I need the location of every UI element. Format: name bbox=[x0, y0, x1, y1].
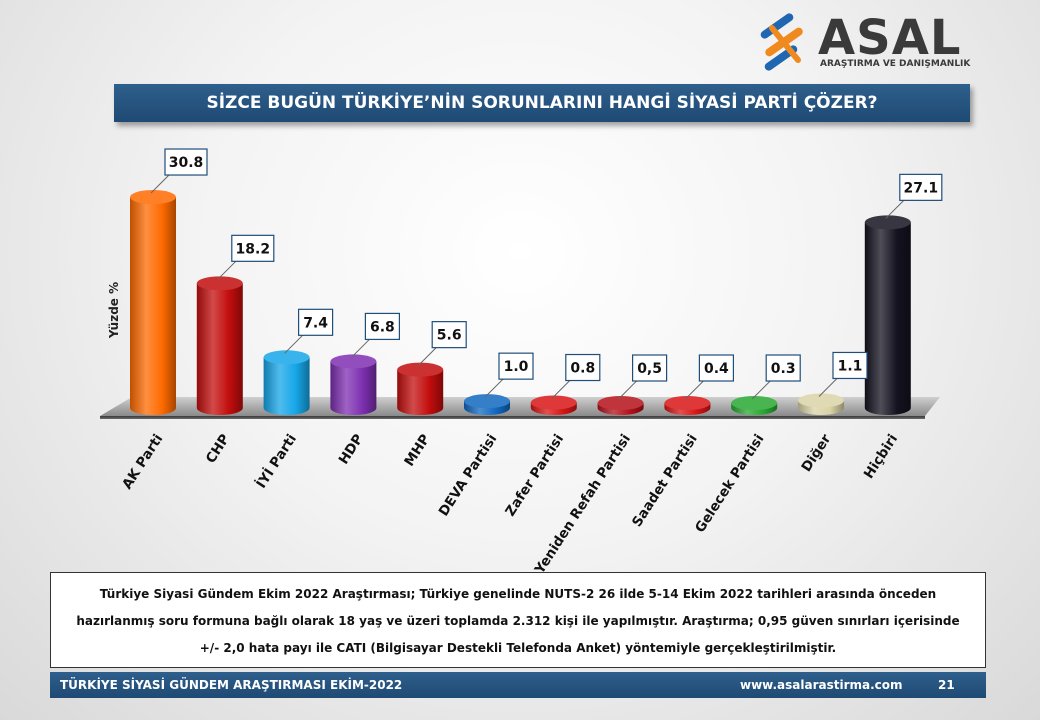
bar bbox=[464, 394, 510, 415]
data-label: 0.8 bbox=[551, 353, 601, 399]
bar bbox=[196, 276, 243, 416]
svg-text:18.2: 18.2 bbox=[236, 241, 271, 257]
bar bbox=[798, 393, 844, 415]
brand-name: ASAL bbox=[818, 10, 962, 66]
svg-text:27.1: 27.1 bbox=[904, 180, 939, 196]
methodology-note: Türkiye Siyasi Gündem Ekim 2022 Araştırm… bbox=[50, 572, 986, 668]
chart-floor bbox=[100, 397, 940, 419]
x-tick-label: Zafer Partisi bbox=[502, 431, 567, 519]
data-label: 27.1 bbox=[885, 173, 943, 219]
svg-text:0,5: 0,5 bbox=[637, 361, 662, 377]
bar bbox=[597, 396, 644, 416]
bar bbox=[330, 354, 377, 416]
data-label: 0,5 bbox=[618, 354, 668, 400]
x-tick-label: MHP bbox=[401, 431, 433, 469]
svg-text:1.0: 1.0 bbox=[504, 359, 529, 375]
bar-chart: 30.818.27.4 6.85.61.0 0.8 0,5 0.4 0.3 1.127.1 … bbox=[100, 148, 943, 572]
x-tick-label: Gelecek Partisi bbox=[692, 431, 767, 535]
svg-text:0.3: 0.3 bbox=[771, 361, 796, 377]
svg-text:7.4: 7.4 bbox=[303, 315, 328, 331]
bar bbox=[731, 396, 778, 416]
bar bbox=[397, 362, 444, 416]
footer-bar: TÜRKİYE SİYASİ GÜNDEM ARAŞTIRMASI EKİM-2… bbox=[50, 672, 986, 698]
footer-page-number: 21 bbox=[938, 678, 955, 692]
bar bbox=[530, 395, 577, 416]
y-axis-label: Yüzde % bbox=[107, 282, 121, 339]
svg-text:0.8: 0.8 bbox=[570, 361, 595, 377]
x-tick-label: Diğer bbox=[798, 431, 834, 475]
footer-website-link[interactable]: www.asalarastirma.com bbox=[740, 678, 903, 692]
x-tick-label: HDP bbox=[336, 431, 367, 467]
bar bbox=[130, 190, 176, 415]
data-labels-group: 30.8 18.2 7.4 6.8 5.6 1.0 0.8 0,5 0.4 0.3 1.1 27.1 bbox=[150, 148, 943, 400]
footer-survey-title: TÜRKİYE SİYASİ GÜNDEM ARAŞTIRMASI EKİM-2… bbox=[60, 678, 403, 692]
x-tick-label: CHP bbox=[203, 431, 233, 466]
x-tick-label: AK Parti bbox=[119, 431, 166, 492]
svg-text:30.8: 30.8 bbox=[169, 155, 204, 171]
x-tick-label: Hiçbiri bbox=[861, 431, 901, 481]
data-label: 7.4 bbox=[284, 308, 334, 354]
svg-text:1.1: 1.1 bbox=[838, 358, 863, 374]
svg-text:0.4: 0.4 bbox=[704, 361, 729, 377]
brand-tagline: ARAŞTIRMA VE DANIŞMANLIK bbox=[820, 59, 971, 69]
data-label: 6.8 bbox=[351, 312, 400, 358]
data-label: 1.1 bbox=[818, 351, 868, 397]
x-tick-label: Saadet Partisi bbox=[629, 431, 701, 529]
data-label: 1.0 bbox=[484, 352, 534, 398]
bar bbox=[263, 350, 310, 416]
data-label: 0.4 bbox=[685, 354, 735, 400]
x-tick-labels-group: AK Parti CHP İYİ Parti HDP MHP DEVA Partisi Za… bbox=[119, 431, 901, 572]
x-tick-label: DEVA Partisi bbox=[436, 431, 501, 519]
chart-title: SİZCE BUGÜN TÜRKİYE’NİN SORUNLARINI HANG… bbox=[114, 84, 970, 122]
svg-text:5.6: 5.6 bbox=[437, 328, 462, 344]
svg-text:6.8: 6.8 bbox=[370, 319, 395, 335]
data-label: 18.2 bbox=[217, 234, 275, 280]
bar bbox=[864, 215, 911, 416]
data-label: 0.3 bbox=[751, 354, 801, 400]
bars-group bbox=[130, 190, 911, 416]
x-tick-label: İYİ Parti bbox=[253, 431, 300, 491]
data-label: 30.8 bbox=[150, 148, 208, 194]
data-label: 5.6 bbox=[417, 321, 467, 366]
bar bbox=[664, 396, 711, 416]
asal-logo-mark bbox=[760, 13, 803, 71]
